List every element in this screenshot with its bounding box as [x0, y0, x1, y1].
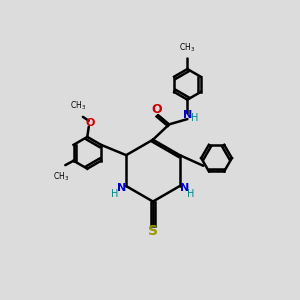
Text: S: S — [148, 224, 158, 238]
Text: CH$_3$: CH$_3$ — [179, 42, 196, 54]
Text: N: N — [179, 183, 189, 194]
Text: H: H — [191, 113, 198, 123]
Text: CH$_3$: CH$_3$ — [53, 170, 69, 183]
Text: H: H — [187, 189, 195, 199]
Text: H: H — [111, 189, 119, 199]
Text: O: O — [85, 118, 95, 128]
Text: CH$_3$: CH$_3$ — [70, 100, 87, 112]
Text: N: N — [183, 110, 193, 120]
Text: O: O — [152, 103, 162, 116]
Text: N: N — [117, 183, 126, 194]
